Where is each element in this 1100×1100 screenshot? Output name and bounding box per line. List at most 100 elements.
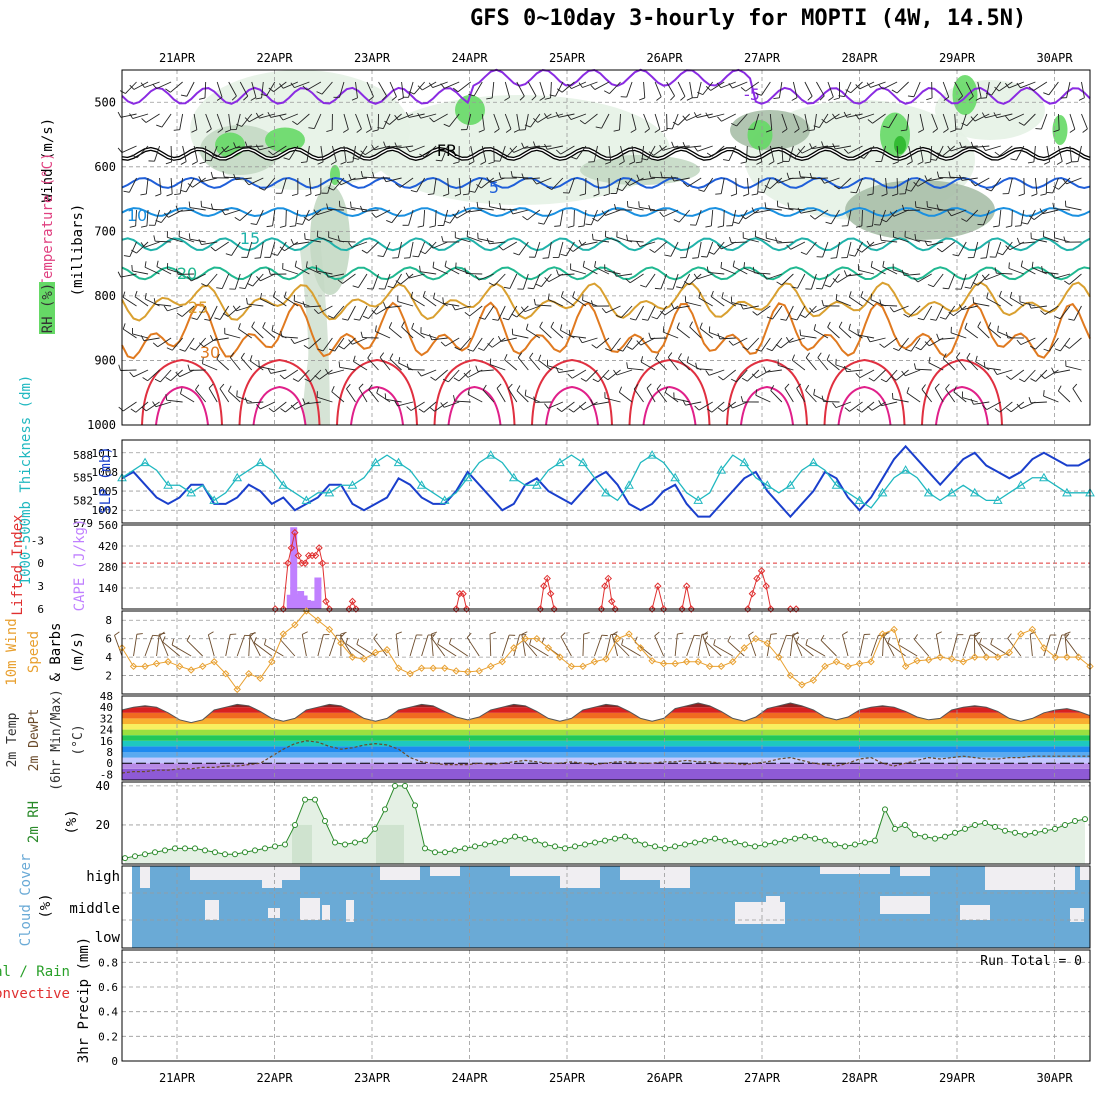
wind-barb <box>692 257 699 259</box>
wind-barb <box>489 241 506 245</box>
wind-barb <box>1032 267 1048 275</box>
lifted-index-line <box>348 600 357 610</box>
wind-barb <box>917 161 924 165</box>
series-point-rh2m <box>582 841 588 848</box>
wind-barb <box>231 95 237 101</box>
wind-barb <box>165 88 171 93</box>
rh-shading <box>190 70 1068 425</box>
wind-barb <box>964 322 968 329</box>
cloud-clear-cell <box>880 896 930 914</box>
wind-barb <box>673 305 690 310</box>
wind-barb <box>640 284 647 288</box>
wind-barb <box>561 296 575 307</box>
wind-barb <box>867 193 874 196</box>
wind-barb <box>962 305 978 311</box>
wind-barb <box>500 154 507 159</box>
wind-barb-10m <box>990 643 1010 657</box>
wind-barb <box>568 408 574 413</box>
series-point-rh2m <box>742 841 748 848</box>
wind-barb <box>268 407 275 413</box>
wind-barb <box>536 177 552 185</box>
lifted-index-point <box>678 605 686 613</box>
wind-barb <box>306 266 322 275</box>
wind-barb <box>1021 266 1036 275</box>
wind-barb <box>343 128 349 133</box>
wind-barb <box>544 403 549 409</box>
wind-barb <box>648 332 652 339</box>
wind-barb <box>766 316 773 320</box>
wind-barb <box>522 273 529 290</box>
y-tick-label: 8 <box>106 746 113 759</box>
wind-barb <box>1058 390 1071 403</box>
wind-barb <box>775 237 778 244</box>
wind-barb <box>305 193 312 197</box>
wind-barb <box>717 333 721 340</box>
wind-barb-10m <box>329 635 337 657</box>
wind-barb <box>568 177 575 194</box>
wind-barb <box>118 364 121 371</box>
wind-barb <box>573 209 575 227</box>
wind-barb <box>219 383 225 389</box>
wind-barb <box>1054 369 1071 374</box>
x-tick-label-top: 24APR <box>451 51 488 65</box>
wind-barb <box>428 82 434 88</box>
wind-barb <box>626 362 629 369</box>
wind-barb <box>290 404 296 410</box>
wind-barb <box>597 369 610 383</box>
wind-barb <box>304 233 306 240</box>
wind-barb <box>1027 161 1034 164</box>
wind-barb <box>860 296 875 307</box>
wind-barb <box>845 89 851 94</box>
wind-barb <box>467 388 470 395</box>
lifted-index-point <box>322 597 330 606</box>
series-point-rh2m <box>492 839 498 846</box>
wind-barb <box>693 112 698 118</box>
wind-barb <box>663 209 679 218</box>
wind-barb <box>693 273 698 280</box>
wind-barb <box>478 129 485 133</box>
wind-barb <box>155 303 172 307</box>
wind-barb <box>676 286 683 289</box>
isotherm-arc <box>531 358 613 426</box>
wind-barb-10m <box>748 631 754 636</box>
wind-barb <box>348 242 353 248</box>
wind-barb <box>973 302 990 307</box>
wind-barb <box>947 210 952 217</box>
wind-barb <box>385 305 402 309</box>
wind-barb <box>942 81 950 98</box>
cloud-clear-cell <box>900 866 930 876</box>
wind-barb <box>833 97 840 101</box>
series-point-wind-speed <box>556 653 564 661</box>
wind-barb <box>444 266 460 275</box>
wind-barb <box>859 81 875 90</box>
wind-barb <box>535 145 552 148</box>
wind-barb <box>838 95 845 98</box>
wind-barb <box>813 125 820 128</box>
wind-barb <box>376 392 391 403</box>
wind-barb <box>529 352 534 359</box>
wind-barb <box>466 113 472 130</box>
wind-barb <box>556 88 563 93</box>
wind-barb <box>843 111 848 118</box>
wind-barb <box>809 143 813 149</box>
wind-barb <box>709 331 725 339</box>
series-point-thickness <box>900 465 911 474</box>
temp-band <box>122 724 1090 730</box>
wind-barb <box>480 177 495 189</box>
wind-barb <box>942 145 955 157</box>
wind-barb <box>791 97 798 101</box>
wind-barb <box>660 310 666 316</box>
series-point-thickness <box>508 472 519 482</box>
wind-barb <box>653 145 667 156</box>
wind-barb <box>521 142 525 149</box>
wind-barb <box>496 383 502 389</box>
wind-barb <box>273 296 287 307</box>
lifted-index-point <box>611 605 619 613</box>
wind-barb <box>547 145 563 150</box>
wind-barb <box>535 283 542 287</box>
x-tick-label-bottom: 29APR <box>939 1071 976 1085</box>
wind-barb <box>394 114 399 121</box>
rh2m-area <box>125 785 1085 864</box>
wind-barb <box>906 161 913 165</box>
wind-barb <box>432 241 448 249</box>
